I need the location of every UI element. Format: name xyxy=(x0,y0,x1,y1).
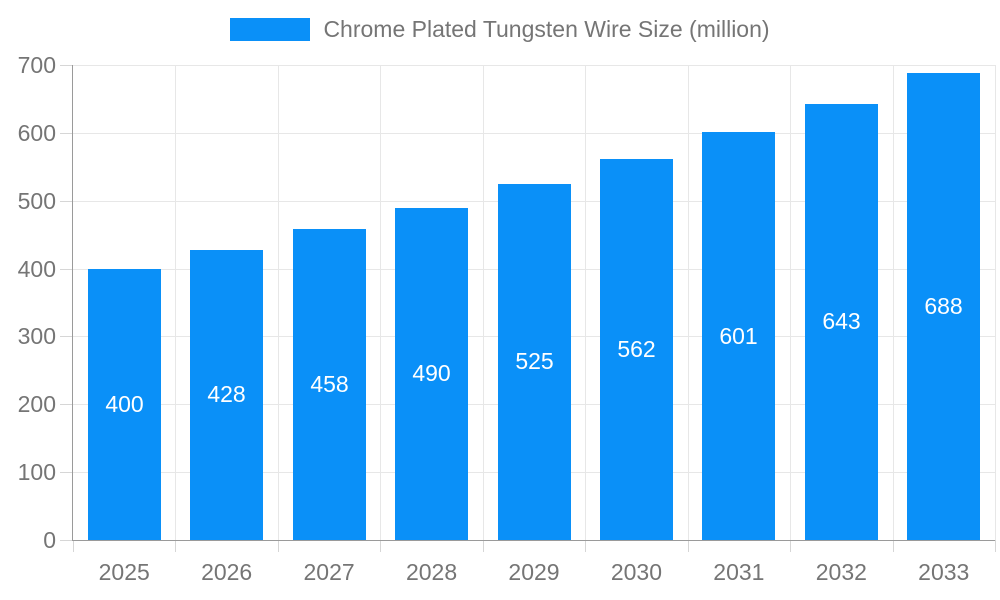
bar-value-label: 490 xyxy=(412,360,451,387)
x-tick-label: 2030 xyxy=(610,559,663,585)
y-tick-label: 600 xyxy=(17,119,56,146)
bar-value-label: 601 xyxy=(719,322,758,349)
x-axis-tick xyxy=(995,540,996,552)
v-gridline xyxy=(688,65,689,540)
bar[interactable]: 601 xyxy=(702,132,775,540)
y-axis-line xyxy=(72,65,73,540)
y-tick-label: 500 xyxy=(17,187,56,214)
y-tick-label: 700 xyxy=(17,52,56,78)
bar-value-label: 458 xyxy=(310,371,349,398)
y-axis-tick xyxy=(60,336,73,338)
bar-value-label: 400 xyxy=(105,390,144,417)
v-gridline xyxy=(790,65,791,540)
x-axis-tick xyxy=(73,540,74,552)
y-axis-tick xyxy=(60,268,73,270)
x-tick-label: 2028 xyxy=(405,559,458,585)
y-axis-tick xyxy=(60,540,73,541)
plot-area: 400 428 458 490 525 562 601 643 688 xyxy=(60,65,996,552)
chart-legend[interactable]: Chrome Plated Tungsten Wire Size (millio… xyxy=(0,17,1000,42)
x-axis-tick xyxy=(380,540,381,552)
x-axis-tick xyxy=(175,540,176,552)
x-tick-label: 2026 xyxy=(201,559,253,585)
v-gridline xyxy=(380,65,381,540)
x-axis-tick xyxy=(278,540,279,552)
y-axis-tick xyxy=(60,404,73,406)
y-axis-tick xyxy=(60,132,73,134)
x-axis-tick xyxy=(483,540,484,552)
bar-value-label: 643 xyxy=(822,308,861,335)
h-gridline xyxy=(73,132,995,134)
bar[interactable]: 562 xyxy=(600,158,673,540)
bar[interactable]: 400 xyxy=(88,268,161,540)
bar-value-label: 525 xyxy=(515,348,554,375)
bar[interactable]: 428 xyxy=(190,249,263,540)
bar-value-label: 688 xyxy=(924,293,963,320)
y-axis-tick xyxy=(60,472,73,474)
x-tick-label: 2033 xyxy=(918,559,970,585)
y-tick-label: 400 xyxy=(17,255,56,282)
x-axis-tick xyxy=(688,540,689,552)
bar[interactable]: 525 xyxy=(498,183,571,540)
x-tick-label: 2031 xyxy=(713,559,765,585)
bar[interactable]: 490 xyxy=(395,207,468,540)
x-tick-label: 2032 xyxy=(815,559,867,585)
v-gridline xyxy=(483,65,484,540)
x-tick-label: 2027 xyxy=(303,559,355,585)
v-gridline xyxy=(893,65,894,540)
y-tick-label: 100 xyxy=(17,459,56,486)
y-axis-tick xyxy=(60,65,73,66)
v-gridline xyxy=(995,65,996,540)
x-tick-label: 2025 xyxy=(98,559,150,585)
x-axis-line xyxy=(72,540,995,541)
bar[interactable]: 643 xyxy=(805,103,878,540)
x-tick-label: 2029 xyxy=(508,559,560,585)
x-axis-tick xyxy=(585,540,586,552)
x-axis-tick xyxy=(893,540,894,552)
y-axis-tick xyxy=(60,200,73,202)
v-gridline xyxy=(175,65,176,540)
v-gridline xyxy=(278,65,279,540)
h-gridline xyxy=(73,65,995,66)
y-tick-label: 300 xyxy=(17,323,56,350)
x-axis-tick xyxy=(790,540,791,552)
bar-value-label: 428 xyxy=(207,381,246,408)
y-tick-label: 0 xyxy=(43,527,56,553)
bar-value-label: 562 xyxy=(617,335,656,362)
bar[interactable]: 458 xyxy=(293,229,366,540)
y-tick-label: 200 xyxy=(17,391,56,418)
bar[interactable]: 688 xyxy=(907,73,980,540)
legend-label: Chrome Plated Tungsten Wire Size (millio… xyxy=(323,16,770,42)
v-gridline xyxy=(585,65,586,540)
legend-swatch xyxy=(230,18,311,41)
